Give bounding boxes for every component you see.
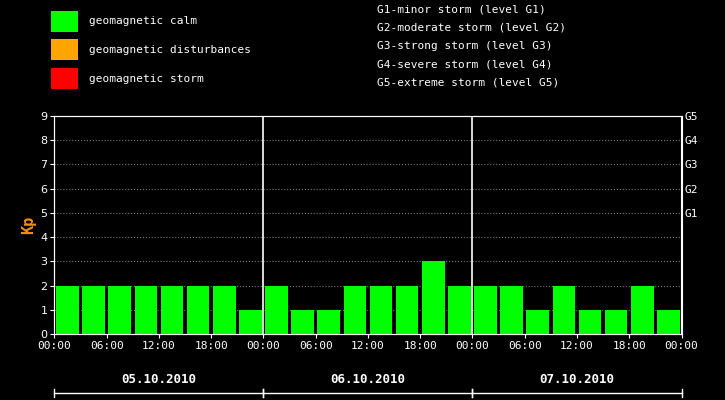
Bar (605, 310, 628, 334)
Bar (213, 286, 236, 334)
Bar (82, 286, 105, 334)
Bar (526, 310, 549, 334)
Bar (344, 286, 366, 334)
Bar (108, 286, 131, 334)
Text: 05.10.2010: 05.10.2010 (121, 373, 196, 386)
Bar (552, 286, 575, 334)
Bar (56, 286, 79, 334)
Bar (291, 310, 314, 334)
Bar (657, 310, 680, 334)
Bar (187, 286, 210, 334)
Bar (579, 310, 601, 334)
Bar (161, 286, 183, 334)
Text: G5-extreme storm (level G5): G5-extreme storm (level G5) (377, 78, 559, 88)
Bar (500, 286, 523, 334)
Bar (396, 286, 418, 334)
Bar (51, 10, 78, 32)
Bar (318, 310, 340, 334)
Text: 07.10.2010: 07.10.2010 (539, 373, 615, 386)
Bar (370, 286, 392, 334)
Text: G3-strong storm (level G3): G3-strong storm (level G3) (377, 41, 552, 51)
Bar (51, 39, 78, 60)
Bar (448, 286, 471, 334)
Text: G1-minor storm (level G1): G1-minor storm (level G1) (377, 5, 546, 15)
Y-axis label: Kp: Kp (21, 216, 36, 234)
Bar (474, 286, 497, 334)
Bar (265, 286, 288, 334)
Text: G4-severe storm (level G4): G4-severe storm (level G4) (377, 59, 552, 69)
Bar (239, 310, 262, 334)
Bar (135, 286, 157, 334)
Bar (631, 286, 654, 334)
Text: G2-moderate storm (level G2): G2-moderate storm (level G2) (377, 23, 566, 33)
Text: geomagnetic disturbances: geomagnetic disturbances (89, 45, 251, 55)
Text: 06.10.2010: 06.10.2010 (331, 373, 405, 386)
Bar (51, 68, 78, 89)
Bar (422, 261, 444, 334)
Text: geomagnetic storm: geomagnetic storm (89, 74, 204, 84)
Text: geomagnetic calm: geomagnetic calm (89, 16, 197, 26)
